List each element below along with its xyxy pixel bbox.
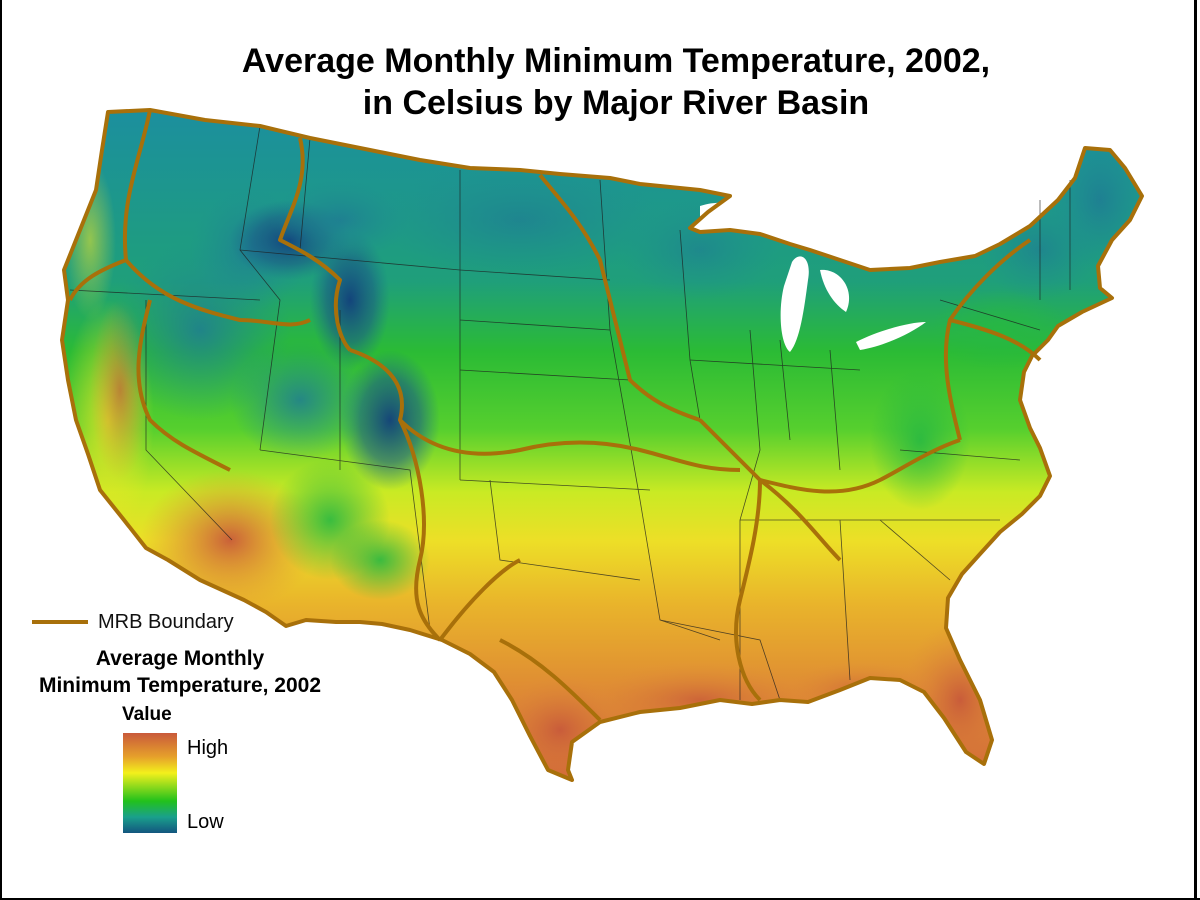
mrb-boundary-swatch (32, 620, 88, 624)
lake-michigan (780, 256, 809, 352)
legend-value-heading: Value (122, 704, 172, 725)
lake-superior (700, 202, 780, 230)
color-ramp (123, 733, 177, 833)
ramp-low-label: Low (187, 811, 224, 833)
frame-right-border (1194, 0, 1197, 900)
mrb-boundary-label: MRB Boundary (98, 611, 234, 633)
lake-huron (820, 269, 850, 312)
title-line-2: in Celsius by Major River Basin (362, 84, 870, 122)
mrb-boundaries (60, 108, 1144, 782)
legend-title-line-2: Minimum Temperature, 2002 (38, 674, 322, 697)
ramp-high-label: High (187, 737, 229, 759)
lake-erie (856, 322, 926, 350)
title-line-1: Average Monthly Minimum Temperature, 200… (241, 42, 991, 80)
legend-title-line-1: Average Monthly (95, 647, 265, 670)
map-title: Average Monthly Minimum Temperature, 200… (0, 40, 1200, 124)
legend-title: Average Monthly Minimum Temperature, 200… (0, 645, 360, 699)
